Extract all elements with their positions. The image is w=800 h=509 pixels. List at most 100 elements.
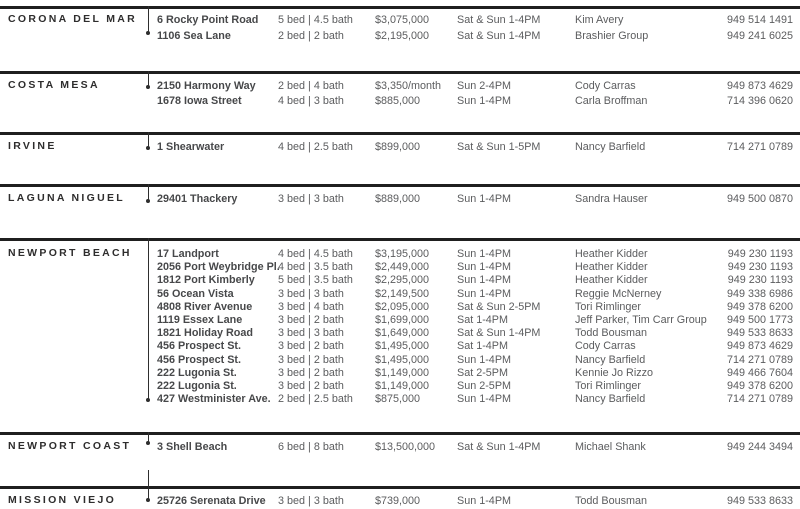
- listing-row: 2056 Port Weybridge Pl. 4 bed | 3.5 bath $…: [0, 262, 800, 275]
- listing-price: $875,000: [375, 393, 421, 406]
- listing-address: 1821 Holiday Road: [157, 327, 254, 340]
- listing-address: 6 Rocky Point Road: [157, 14, 259, 26]
- listing-row: 29401 Thackery 3 bed | 3 bath $889,000 Sun …: [0, 194, 800, 207]
- listing-phone: 949 230 1193: [727, 261, 793, 274]
- section-vertical-divider: [148, 432, 150, 443]
- listing-bedbath: 2 bed | 2 bath: [278, 29, 344, 42]
- listing-price: $2,195,000: [375, 29, 430, 42]
- listing-row: 25726 Serenata Drive 3 bed | 3 bath $739,0…: [0, 496, 800, 509]
- divider-dot: [146, 199, 151, 203]
- listing-price: $13,500,000: [375, 441, 436, 453]
- listing-row: 6 Rocky Point Road 5 bed | 4.5 bath $3,075…: [0, 15, 800, 28]
- listing-phone: 949 533 8633: [726, 495, 793, 507]
- listing-time: Sat & Sun 2-5PM: [457, 300, 541, 313]
- section-rule: [0, 132, 800, 135]
- listing-time: Sat & Sun 1-5PM: [457, 141, 541, 153]
- listing-price: $3,195,000: [375, 248, 430, 260]
- listing-address: 222 Lugonia St.: [157, 380, 237, 392]
- listing-price: $1,699,000: [375, 314, 430, 326]
- listing-address: 2150 Harmony Way: [157, 80, 256, 92]
- listing-price: $3,350/month: [375, 80, 442, 92]
- listing-price: $2,149,500: [375, 287, 430, 300]
- section-vertical-divider: [148, 6, 150, 33]
- listing-time: Sat 2-5PM: [457, 366, 509, 379]
- city-heading: MISSION VIEJO: [8, 494, 117, 506]
- listing-bedbath: 3 bed | 3 bath: [278, 193, 344, 205]
- listing-bedbath: 3 bed | 2 bath: [278, 353, 344, 366]
- listing-address: 456 Prospect St.: [157, 340, 242, 353]
- listing-time: Sun 1-4PM: [457, 353, 512, 366]
- listing-bedbath: 3 bed | 4 bath: [278, 300, 344, 313]
- divider-dot: [146, 31, 151, 35]
- listing-row: 456 Prospect St. 3 bed | 2 bath $1,495,000…: [0, 341, 800, 354]
- listing-price: $899,000: [375, 141, 421, 153]
- listing-phone: 949 378 6200: [726, 380, 793, 392]
- listing-time: Sun 1-4PM: [457, 261, 512, 274]
- listing-phone: 949 378 6200: [726, 300, 793, 313]
- listing-bedbath: 2 bed | 4 bath: [278, 80, 344, 92]
- listing-address: 456 Prospect St.: [157, 353, 242, 366]
- listing-row: 1106 Sea Lane 2 bed | 2 bath $2,195,000 Sat…: [0, 29, 800, 44]
- listing-agent: Heather Kidder: [575, 274, 648, 287]
- city-heading: LAGUNA NIGUEL: [8, 192, 126, 204]
- listing-bedbath: 6 bed | 8 bath: [278, 441, 344, 453]
- listing-phone: 949 244 3494: [726, 441, 793, 453]
- city-heading: COSTA MESA: [8, 79, 100, 91]
- listing-bedbath: 3 bed | 2 bath: [278, 366, 344, 379]
- listing-time: Sat 1-4PM: [457, 314, 509, 326]
- listing-time: Sun 1-4PM: [457, 95, 512, 108]
- listing-phone: 949 230 1193: [727, 274, 793, 287]
- listing-row: 1678 Iowa Street 4 bed | 3 bath $885,000 Su…: [0, 96, 800, 109]
- divider-tick-above: [148, 470, 150, 486]
- listing-bedbath: 3 bed | 3 bath: [278, 327, 344, 340]
- listing-price: $1,495,000: [375, 340, 430, 353]
- listing-phone: 949 230 1193: [727, 248, 793, 260]
- section-rule: [0, 71, 800, 74]
- listing-time: Sat & Sun 1-4PM: [457, 441, 541, 453]
- listing-row: 17 Landport 4 bed | 4.5 bath $3,195,000 Sun…: [0, 249, 800, 262]
- listing-phone: 949 873 4629: [726, 340, 793, 353]
- listing-phone: 949 466 7604: [726, 366, 793, 379]
- listing-bedbath: 3 bed | 2 bath: [278, 314, 344, 326]
- listing-row: 4808 River Avenue 3 bed | 4 bath $2,095,00…: [0, 300, 800, 315]
- listing-agent: Jeff Parker, Tim Carr Group: [575, 314, 707, 326]
- listing-time: Sat & Sun 1-4PM: [457, 14, 541, 26]
- listing-agent: Tori Rimlinger: [575, 300, 641, 313]
- section-rule: [0, 432, 800, 435]
- listing-phone: 714 271 0789: [726, 353, 793, 366]
- listing-agent: Heather Kidder: [575, 261, 648, 274]
- listing-address: 2056 Port Weybridge Pl.: [157, 261, 280, 274]
- listing-row: 427 Westminister Ave. 2 bed | 2.5 bath $87…: [0, 394, 800, 407]
- listing-time: Sun 2-4PM: [457, 80, 512, 92]
- listing-address: 1119 Essex Lane: [157, 314, 243, 326]
- section-vertical-divider: [148, 71, 150, 87]
- listing-price: $889,000: [375, 193, 421, 205]
- section-rule: [0, 238, 800, 241]
- listing-agent: Nancy Barfield: [575, 393, 646, 406]
- city-heading: NEWPORT COAST: [8, 440, 132, 452]
- listing-bedbath: 5 bed | 4.5 bath: [278, 14, 353, 26]
- listing-bedbath: 4 bed | 4.5 bath: [278, 248, 353, 260]
- listing-address: 4808 River Avenue: [157, 300, 253, 313]
- listing-agent: Sandra Hauser: [575, 193, 648, 205]
- listing-bedbath: 3 bed | 2 bath: [278, 380, 344, 392]
- listing-address: 29401 Thackery: [157, 193, 238, 205]
- listing-phone: 714 396 0620: [726, 95, 793, 108]
- listing-address: 1106 Sea Lane: [157, 29, 231, 42]
- listing-agent: Nancy Barfield: [575, 141, 646, 153]
- listing-phone: 949 873 4629: [726, 80, 793, 92]
- listing-agent: Kim Avery: [575, 14, 624, 26]
- listing-phone: 949 241 6025: [726, 29, 793, 42]
- listing-agent: Cody Carras: [575, 80, 636, 92]
- listing-time: Sun 1-4PM: [457, 248, 512, 260]
- listing-agent: Reggie McNerney: [575, 287, 662, 300]
- listing-time: Sun 1-4PM: [457, 393, 512, 406]
- divider-dot: [146, 498, 151, 502]
- listing-row: 1812 Port Kimberly 5 bed | 3.5 bath $2,295…: [0, 275, 800, 288]
- listing-time: Sat & Sun 1-4PM: [457, 29, 541, 42]
- listing-address: 1678 Iowa Street: [157, 95, 242, 108]
- listing-phone: 949 533 8633: [726, 327, 793, 340]
- listing-bedbath: 4 bed | 2.5 bath: [278, 141, 353, 153]
- listing-address: 25726 Serenata Drive: [157, 495, 266, 507]
- listing-phone: 949 514 1491: [726, 14, 793, 26]
